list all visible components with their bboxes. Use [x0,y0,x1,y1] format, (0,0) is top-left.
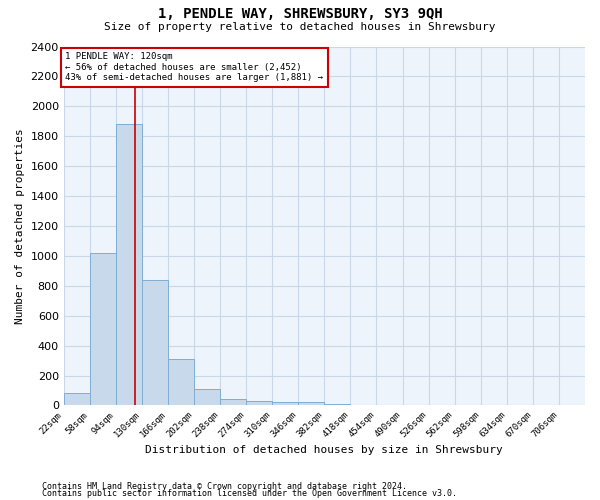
Text: 1, PENDLE WAY, SHREWSBURY, SY3 9QH: 1, PENDLE WAY, SHREWSBURY, SY3 9QH [158,8,442,22]
Bar [116,124,142,406]
Bar [142,280,168,406]
Bar [168,359,194,406]
Bar [64,394,90,406]
Bar [298,402,325,406]
Bar [325,404,350,406]
X-axis label: Distribution of detached houses by size in Shrewsbury: Distribution of detached houses by size … [145,445,503,455]
Bar [246,401,272,406]
Bar [220,398,246,406]
Bar [272,402,298,406]
Bar [194,389,220,406]
Text: Size of property relative to detached houses in Shrewsbury: Size of property relative to detached ho… [104,22,496,32]
Y-axis label: Number of detached properties: Number of detached properties [15,128,25,324]
Text: Contains HM Land Registry data © Crown copyright and database right 2024.: Contains HM Land Registry data © Crown c… [42,482,407,491]
Bar [90,253,116,406]
Text: 1 PENDLE WAY: 120sqm
← 56% of detached houses are smaller (2,452)
43% of semi-de: 1 PENDLE WAY: 120sqm ← 56% of detached h… [65,52,323,82]
Text: Contains public sector information licensed under the Open Government Licence v3: Contains public sector information licen… [42,490,457,498]
Bar [350,405,376,406]
